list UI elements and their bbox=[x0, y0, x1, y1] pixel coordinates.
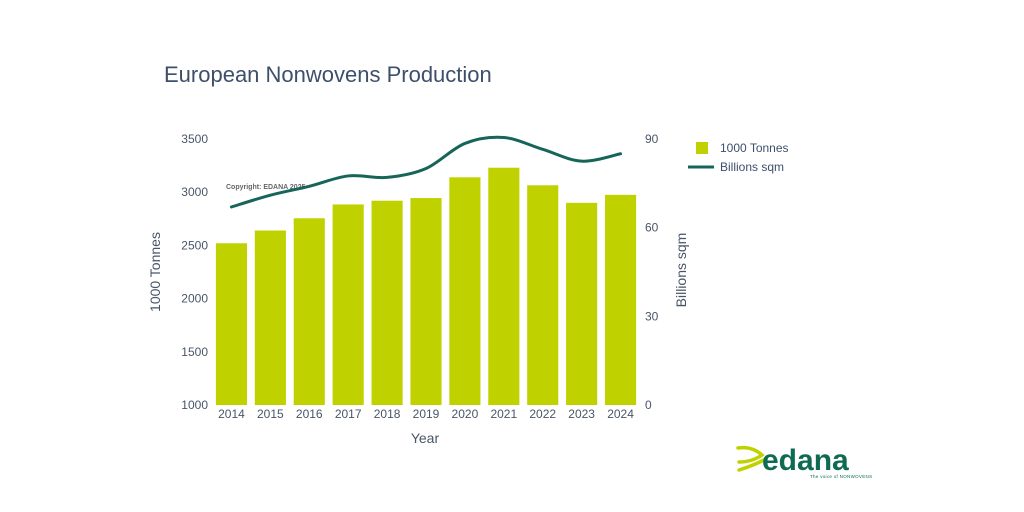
bar-2020 bbox=[449, 177, 481, 405]
bar-2023 bbox=[566, 202, 598, 405]
legend: 1000 Tonnes Billions sqm bbox=[688, 141, 789, 174]
bar-2019 bbox=[410, 198, 442, 405]
bar-2016 bbox=[293, 218, 325, 405]
y2-axis-ticks: 0 30 60 90 bbox=[645, 132, 659, 412]
bar-2024 bbox=[604, 194, 637, 405]
bar-2018 bbox=[371, 200, 403, 405]
y2-tick-label: 30 bbox=[645, 309, 659, 323]
edana-logo: edana The voice of NONWOVENS bbox=[736, 444, 872, 479]
x-tick-label: 2021 bbox=[490, 407, 517, 421]
x-tick-label: 2019 bbox=[413, 407, 440, 421]
bars-group bbox=[215, 167, 637, 405]
chart-title: European Nonwovens Production bbox=[164, 62, 492, 87]
y2-tick-label: 90 bbox=[645, 132, 659, 146]
logo-swoosh-icon bbox=[736, 445, 765, 464]
legend-label-billions-sqm: Billions sqm bbox=[720, 160, 784, 174]
y-tick-label: 2500 bbox=[181, 238, 208, 252]
legend-swatch-1000-tonnes bbox=[696, 142, 708, 154]
x-tick-label: 2015 bbox=[257, 407, 284, 421]
y-tick-label: 1500 bbox=[181, 345, 208, 359]
x-axis-ticks: 2014 2015 2016 2017 2018 2019 2020 2021 2022 2023… bbox=[218, 407, 634, 421]
y-axis-ticks: 1000 1500 2000 2500 3000 3500 bbox=[181, 132, 208, 412]
bar-2014 bbox=[215, 243, 248, 405]
x-tick-label: 2018 bbox=[374, 407, 401, 421]
y-axis-title: 1000 Tonnes bbox=[147, 232, 163, 312]
y-tick-label: 3500 bbox=[181, 132, 208, 146]
x-tick-label: 2014 bbox=[218, 407, 245, 421]
x-axis-title: Year bbox=[411, 430, 440, 446]
y2-tick-label: 60 bbox=[645, 221, 659, 235]
y-tick-label: 3000 bbox=[181, 185, 208, 199]
logo-wordmark: edana bbox=[762, 444, 849, 477]
bar-2017 bbox=[332, 204, 364, 405]
x-tick-label: 2024 bbox=[607, 407, 634, 421]
bar-2021 bbox=[488, 167, 520, 405]
y-tick-label: 1000 bbox=[181, 398, 208, 412]
x-tick-label: 2023 bbox=[568, 407, 595, 421]
x-tick-label: 2020 bbox=[452, 407, 479, 421]
x-tick-label: 2022 bbox=[529, 407, 556, 421]
series-line-billions-sqm bbox=[229, 135, 623, 209]
bar-2015 bbox=[254, 230, 286, 405]
x-tick-label: 2017 bbox=[335, 407, 362, 421]
y2-axis-title: Billions sqm bbox=[673, 233, 689, 308]
logo-swoosh-lower-icon bbox=[737, 458, 766, 472]
legend-label-1000-tonnes: 1000 Tonnes bbox=[720, 141, 789, 155]
copyright-annotation: Copyright: EDANA 2025 bbox=[226, 184, 306, 191]
y-tick-label: 2000 bbox=[181, 292, 208, 306]
logo-tagline: The voice of NONWOVENS bbox=[810, 474, 872, 479]
x-tick-label: 2016 bbox=[296, 407, 323, 421]
y2-tick-label: 0 bbox=[645, 398, 652, 412]
bar-2022 bbox=[527, 185, 559, 405]
